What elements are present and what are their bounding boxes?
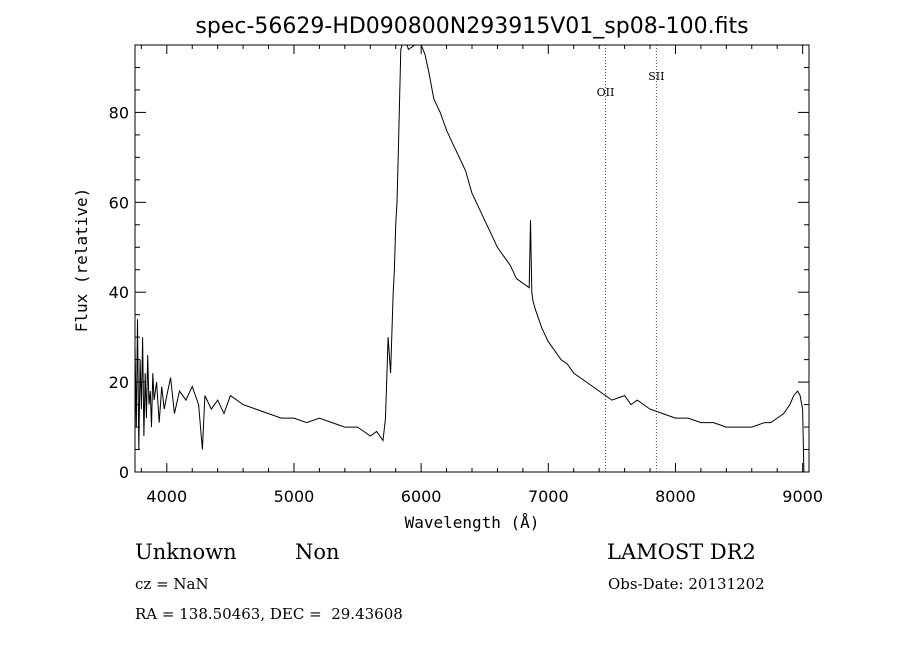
- coordinates: RA = 138.50463, DEC = 29.43608: [135, 605, 403, 623]
- obs-date: Obs-Date: 20131202: [608, 575, 765, 593]
- plot-border: [134, 44, 810, 473]
- x-tick-label: 7000: [528, 487, 569, 506]
- chart-title: spec-56629-HD090800N293915V01_sp08-100.f…: [195, 14, 748, 39]
- y-tick-label: 0: [119, 463, 129, 482]
- y-tick-label: 80: [109, 103, 129, 122]
- y-tick-label: 20: [109, 373, 129, 392]
- object-class: Unknown: [135, 540, 237, 564]
- y-axis-label: Flux (relative): [72, 188, 91, 333]
- survey-name: LAMOST DR2: [607, 540, 756, 564]
- tick-labels: 4000 5000 6000 7000 8000 9000 0 20 40 60 80: [109, 103, 823, 506]
- spectrum-series: [134, 44, 805, 473]
- line-annotations: OII SII: [597, 45, 665, 472]
- x-axis-label: Wavelength (Å): [405, 513, 540, 532]
- annotation-label: OII: [597, 86, 615, 99]
- plot-frame: [134, 44, 810, 473]
- y-tick-label: 40: [109, 283, 129, 302]
- redshift-cz: cz = NaN: [135, 575, 209, 593]
- x-tick-label: 9000: [782, 487, 823, 506]
- object-subclass: Non: [295, 540, 340, 564]
- x-tick-label: 5000: [274, 487, 315, 506]
- axis-ticks: [135, 44, 809, 473]
- spectrum-line: [134, 44, 805, 473]
- y-tick-label: 60: [109, 193, 129, 212]
- annotation-label: SII: [648, 70, 664, 83]
- x-tick-label: 8000: [655, 487, 696, 506]
- x-tick-label: 4000: [146, 487, 187, 506]
- x-tick-label: 6000: [401, 487, 442, 506]
